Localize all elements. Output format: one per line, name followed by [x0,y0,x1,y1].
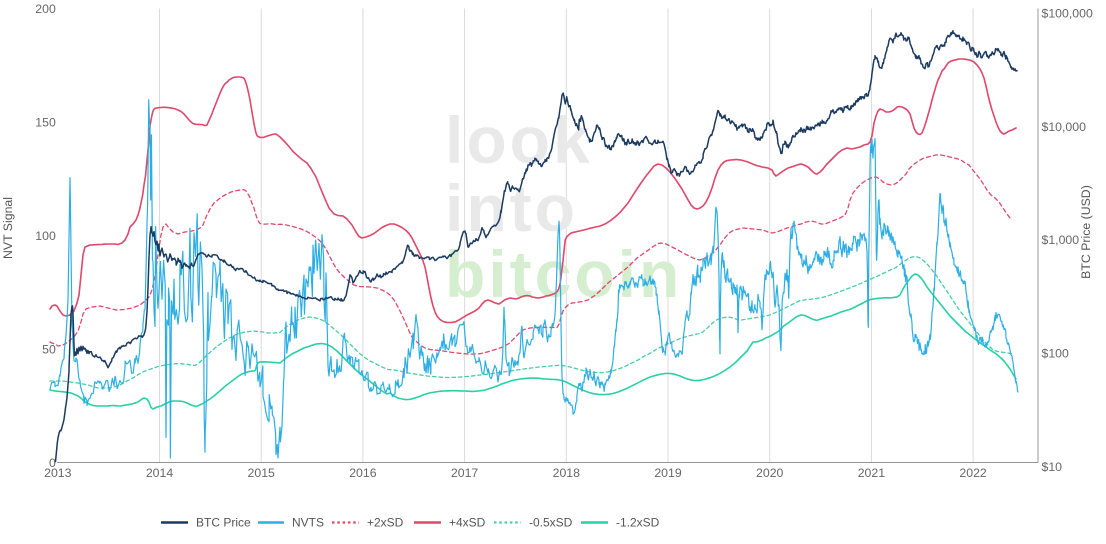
svg-text:NVT Signal: NVT Signal [1,197,15,259]
svg-text:NVTS: NVTS [292,516,324,530]
svg-text:$100: $100 [1042,347,1070,361]
svg-text:+2xSD: +2xSD [367,516,404,530]
svg-text:2013: 2013 [44,466,72,480]
svg-text:2018: 2018 [553,466,581,480]
svg-text:2022: 2022 [959,466,987,480]
svg-text:50: 50 [42,342,56,356]
svg-text:200: 200 [35,2,56,16]
svg-text:$100,000: $100,000 [1042,6,1093,20]
svg-text:150: 150 [35,116,56,130]
svg-text:-0.5xSD: -0.5xSD [529,516,573,530]
svg-text:-1.2xSD: -1.2xSD [616,516,660,530]
svg-text:0: 0 [49,456,56,470]
svg-text:2019: 2019 [654,466,682,480]
svg-text:$10: $10 [1042,460,1063,474]
svg-text:2016: 2016 [349,466,377,480]
svg-text:2017: 2017 [451,466,479,480]
svg-text:$1,000: $1,000 [1042,233,1080,247]
svg-text:into: into [445,171,578,245]
svg-text:BTC Price: BTC Price [196,516,251,530]
svg-text:2020: 2020 [756,466,784,480]
svg-text:+4xSD: +4xSD [449,516,486,530]
svg-text:look: look [445,103,593,177]
svg-text:2021: 2021 [858,466,886,480]
svg-text:2014: 2014 [146,466,174,480]
svg-text:bitcoin: bitcoin [445,237,682,311]
svg-text:2015: 2015 [248,466,276,480]
svg-text:BTC Price (USD): BTC Price (USD) [1079,185,1093,279]
svg-text:100: 100 [35,229,56,243]
svg-text:$10,000: $10,000 [1042,120,1087,134]
